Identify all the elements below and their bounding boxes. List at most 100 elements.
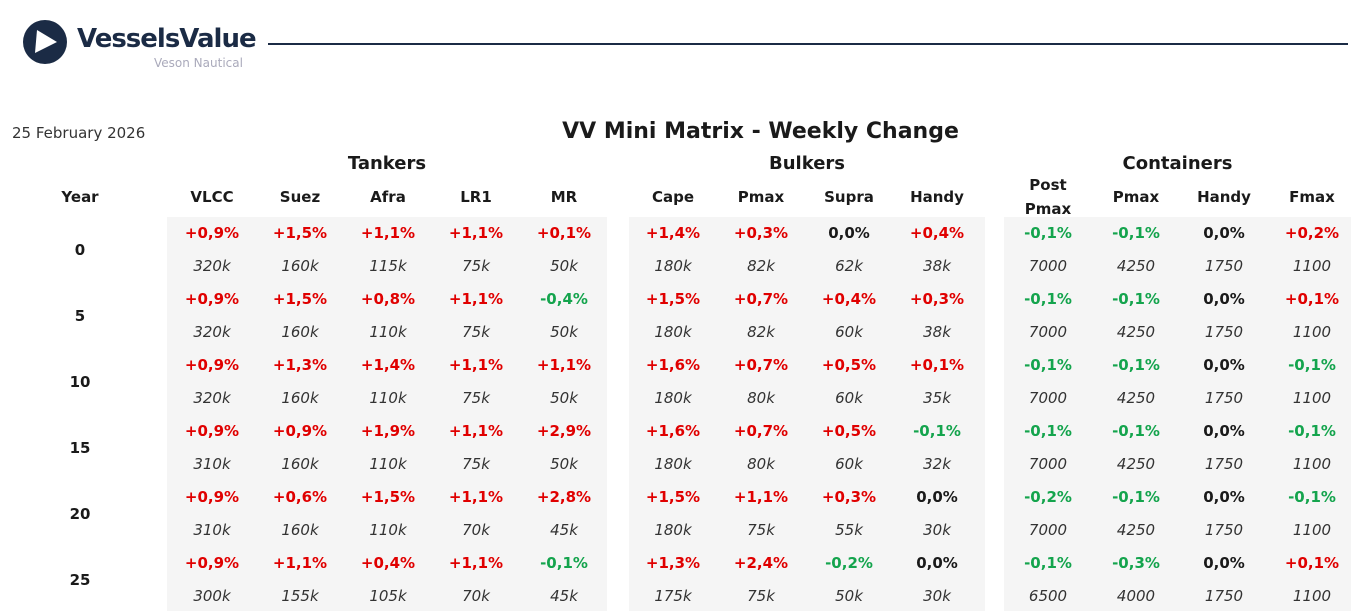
vessel-size-cell: 1750 [1204, 521, 1244, 539]
weekly-change-cell: +1,5% [645, 290, 701, 308]
column-header: Post Pmax [1024, 176, 1072, 218]
weekly-change-cell: 0,0% [916, 488, 958, 506]
weekly-change-cell: 0,0% [1203, 224, 1245, 242]
weekly-change-cell: +1,1% [272, 554, 328, 572]
year-label: 0 [74, 241, 86, 259]
vessel-size-cell: 50k [550, 389, 578, 407]
vessel-size-cell: 160k [281, 323, 319, 341]
column-header: Pmax [737, 188, 785, 206]
column-header: Afra [370, 188, 406, 206]
page-title: VV Mini Matrix - Weekly Change [562, 119, 959, 144]
weekly-change-cell: +1,9% [360, 422, 416, 440]
section-background-bulkers [629, 217, 985, 611]
weekly-change-cell: +1,5% [645, 488, 701, 506]
weekly-change-cell: +0,6% [272, 488, 328, 506]
weekly-change-cell: -0,3% [1112, 554, 1160, 572]
vessel-size-cell: 70k [462, 521, 490, 539]
weekly-change-cell: +1,1% [448, 290, 504, 308]
weekly-change-cell: +0,4% [821, 290, 877, 308]
weekly-change-cell: +0,3% [821, 488, 877, 506]
column-header: Cape [651, 188, 695, 206]
vessel-size-cell: 50k [550, 257, 578, 275]
weekly-change-cell: +2,9% [536, 422, 592, 440]
vessel-size-cell: 4000 [1116, 587, 1156, 605]
weekly-change-cell: +1,5% [272, 224, 328, 242]
section-background-tankers [167, 217, 607, 611]
weekly-change-cell: +0,7% [733, 290, 789, 308]
weekly-change-cell: 0,0% [1203, 488, 1245, 506]
vessel-size-cell: 75k [462, 323, 490, 341]
vessel-size-cell: 82k [747, 257, 775, 275]
column-header: Handy [910, 188, 964, 206]
weekly-change-cell: +0,4% [909, 224, 965, 242]
vessel-size-cell: 7000 [1028, 521, 1068, 539]
weekly-change-cell: +0,9% [184, 356, 240, 374]
weekly-change-cell: +0,8% [360, 290, 416, 308]
weekly-change-cell: +0,9% [184, 290, 240, 308]
weekly-change-cell: -0,1% [1024, 224, 1072, 242]
weekly-change-cell: 0,0% [1203, 356, 1245, 374]
weekly-change-cell: -0,1% [1024, 422, 1072, 440]
vessel-size-cell: 4250 [1116, 389, 1156, 407]
weekly-change-cell: 0,0% [916, 554, 958, 572]
year-label: 10 [69, 373, 91, 391]
year-label: 15 [69, 439, 91, 457]
vessel-size-cell: 75k [747, 521, 775, 539]
vessel-size-cell: 50k [835, 587, 863, 605]
vessel-size-cell: 320k [193, 257, 231, 275]
weekly-change-cell: +0,3% [733, 224, 789, 242]
year-label: 20 [69, 505, 91, 523]
weekly-change-cell: +2,8% [536, 488, 592, 506]
weekly-change-cell: -0,1% [1024, 554, 1072, 572]
column-header: Handy [1197, 188, 1251, 206]
sub-brand: Veson Nautical [154, 56, 243, 70]
weekly-change-cell: -0,1% [1112, 224, 1160, 242]
vessel-size-cell: 1750 [1204, 389, 1244, 407]
header-divider [268, 43, 1348, 45]
weekly-change-cell: +0,1% [1284, 290, 1340, 308]
weekly-change-cell: -0,1% [913, 422, 961, 440]
vessel-size-cell: 30k [923, 587, 951, 605]
vessel-size-cell: 60k [835, 455, 863, 473]
weekly-change-cell: -0,2% [825, 554, 873, 572]
vessel-size-cell: 50k [550, 455, 578, 473]
vessel-size-cell: 6500 [1028, 587, 1068, 605]
vessel-size-cell: 4250 [1116, 455, 1156, 473]
weekly-change-cell: -0,1% [1112, 488, 1160, 506]
vessel-size-cell: 4250 [1116, 521, 1156, 539]
weekly-change-cell: -0,2% [1024, 488, 1072, 506]
vessel-size-cell: 160k [281, 455, 319, 473]
weekly-change-cell: -0,1% [1112, 356, 1160, 374]
vessel-size-cell: 62k [835, 257, 863, 275]
column-header: Suez [279, 188, 321, 206]
weekly-change-cell: 0,0% [1203, 290, 1245, 308]
weekly-change-cell: +0,1% [909, 356, 965, 374]
weekly-change-cell: +1,3% [272, 356, 328, 374]
weekly-change-cell: -0,1% [1288, 422, 1336, 440]
column-header: LR1 [460, 188, 492, 206]
weekly-change-cell: +0,9% [184, 554, 240, 572]
vessel-size-cell: 160k [281, 389, 319, 407]
vessel-size-cell: 75k [462, 455, 490, 473]
weekly-change-cell: 0,0% [828, 224, 870, 242]
weekly-change-cell: +2,4% [733, 554, 789, 572]
weekly-change-cell: +0,1% [536, 224, 592, 242]
weekly-change-cell: -0,1% [1288, 356, 1336, 374]
column-header: Fmax [1289, 188, 1335, 206]
weekly-change-cell: +1,1% [448, 422, 504, 440]
vessel-size-cell: 115k [369, 257, 407, 275]
weekly-change-cell: +0,4% [360, 554, 416, 572]
weekly-change-cell: +1,1% [448, 488, 504, 506]
weekly-change-cell: +0,9% [272, 422, 328, 440]
column-header: Pmax [1112, 188, 1160, 206]
weekly-change-cell: +1,6% [645, 422, 701, 440]
vessel-size-cell: 110k [369, 323, 407, 341]
weekly-change-cell: +1,1% [448, 224, 504, 242]
vessel-size-cell: 160k [281, 521, 319, 539]
column-header: MR [550, 188, 578, 206]
weekly-change-cell: +1,6% [645, 356, 701, 374]
section-background-containers [1004, 217, 1351, 611]
year-label: 5 [74, 307, 86, 325]
weekly-change-cell: -0,1% [1024, 356, 1072, 374]
vessel-size-cell: 30k [923, 521, 951, 539]
